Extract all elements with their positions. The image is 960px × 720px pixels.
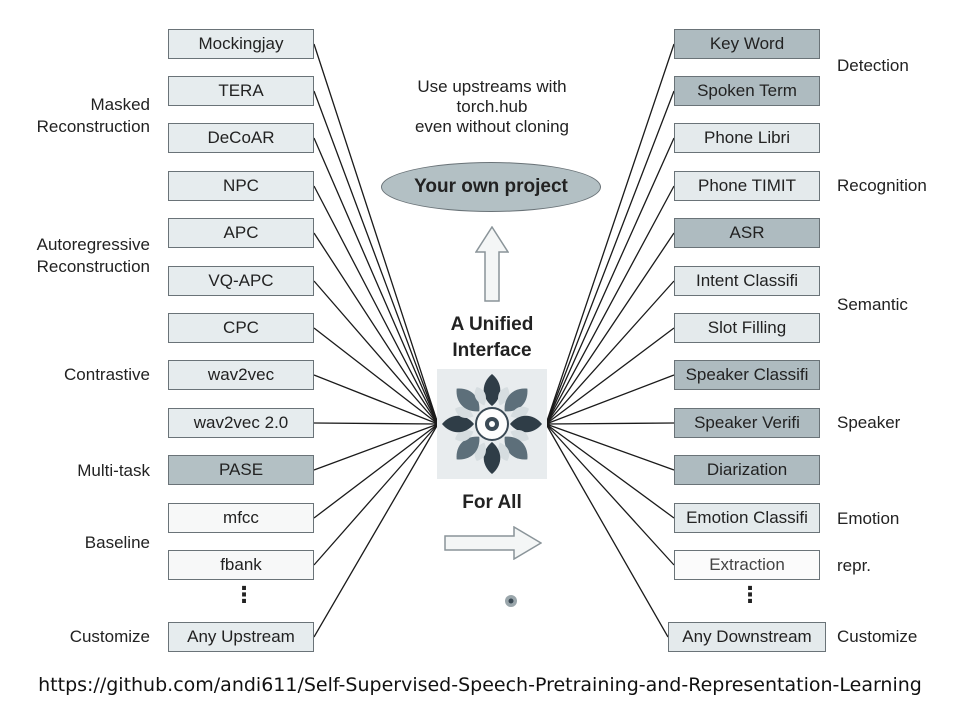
mandala-petal	[504, 388, 528, 412]
upstream-fbank[interactable]: fbank	[168, 550, 314, 580]
downstream-link-10	[545, 423, 675, 519]
upstream-tera[interactable]: TERA	[168, 76, 314, 106]
category-semantic: Semantic	[837, 295, 908, 314]
category-masked-reconstruction: Masked Reconstruction	[36, 95, 150, 136]
torch-hub-note: Use upstreams with torch.hub even withou…	[414, 77, 570, 136]
category-emotion: Emotion	[837, 509, 900, 528]
hub-mandala-icon	[437, 369, 547, 479]
mandala-petal	[483, 442, 501, 474]
upstream-vq-apc[interactable]: VQ-APC	[168, 266, 314, 296]
unified-interface-title: A Unified Interface	[450, 314, 534, 361]
downstream-asr[interactable]: ASR	[674, 218, 820, 248]
footer-repo-url[interactable]: https://github.com/andi611/Self-Supervis…	[38, 674, 922, 696]
downstream-link-8	[545, 422, 675, 425]
mandala-inner-petal	[498, 442, 510, 461]
mandala-inner-petal	[510, 430, 529, 442]
upstream-any[interactable]: Any Upstream	[168, 622, 314, 652]
downstream-diarization[interactable]: Diarization	[674, 455, 820, 485]
arrow-right-icon	[444, 526, 542, 560]
category-autoregressive-reconstruction: Autoregressive Reconstruction	[36, 235, 150, 276]
arrow-up-icon	[475, 226, 509, 302]
upstream-link-8	[313, 422, 439, 425]
mandala-petal	[442, 415, 474, 433]
upstream-link-7	[313, 374, 439, 425]
upstream-link-9	[313, 423, 439, 471]
downstream-intent-classification[interactable]: Intent Classifi	[674, 266, 820, 296]
upstream-apc[interactable]: APC	[168, 218, 314, 248]
upstream-mfcc[interactable]: mfcc	[168, 503, 314, 533]
category-speaker: Speaker	[837, 413, 901, 432]
upstream-decoar[interactable]: DeCoAR	[168, 123, 314, 153]
downstream-speaker-verification[interactable]: Speaker Verifi	[674, 408, 820, 438]
downstream-link-1	[545, 90, 675, 425]
for-all-label: For All	[462, 492, 522, 513]
upstream-link-3	[313, 185, 439, 425]
category-customize-upstream: Customize	[69, 627, 150, 646]
downstream-ellipsis: ⋮	[739, 582, 761, 607]
mandala-inner-petal	[510, 406, 529, 418]
category-repr: repr.	[837, 556, 872, 575]
category-detection: Detection	[837, 56, 909, 75]
mandala-petal	[456, 436, 480, 460]
mandala-petal	[504, 436, 528, 460]
downstream-phone-libri[interactable]: Phone Libri	[674, 123, 820, 153]
upstream-link-11	[313, 423, 439, 566]
mandala-inner-petal	[474, 442, 486, 461]
downstream-slot-filling[interactable]: Slot Filling	[674, 313, 820, 343]
upstream-link-1	[313, 90, 439, 425]
downstream-link-7	[545, 374, 675, 425]
mandala-inner-petal	[455, 430, 474, 442]
downstream-link-9	[545, 423, 675, 471]
downstream-spoken-term[interactable]: Spoken Term	[674, 76, 820, 106]
category-recognition: Recognition	[837, 176, 927, 195]
upstream-wav2vec[interactable]: wav2vec	[168, 360, 314, 390]
upstream-mockingjay[interactable]: Mockingjay	[168, 29, 314, 59]
downstream-link-3	[545, 185, 675, 425]
category-customize-downstream: Customize	[837, 627, 918, 646]
downstream-any[interactable]: Any Downstream	[668, 622, 826, 652]
upstream-link-10	[313, 423, 439, 519]
upstream-wav2vec-2[interactable]: wav2vec 2.0	[168, 408, 314, 438]
mandala-petal	[483, 374, 501, 406]
small-gear-icon	[505, 595, 517, 607]
mandala-inner-petal	[474, 387, 486, 406]
downstream-emotion-classification[interactable]: Emotion Classifi	[674, 503, 820, 533]
mandala-petal	[510, 415, 542, 433]
upstream-pase[interactable]: PASE	[168, 455, 314, 485]
mandala-inner-petal	[498, 387, 510, 406]
category-multi-task: Multi-task	[77, 461, 150, 480]
mandala-petal	[456, 388, 480, 412]
downstream-phone-timit[interactable]: Phone TIMIT	[674, 171, 820, 201]
upstream-link-12	[313, 423, 439, 638]
downstream-link-12	[545, 423, 669, 638]
upstream-ellipsis: ⋮	[233, 582, 255, 607]
downstream-link-11	[545, 423, 675, 566]
upstream-npc[interactable]: NPC	[168, 171, 314, 201]
category-contrastive: Contrastive	[64, 365, 150, 384]
upstream-cpc[interactable]: CPC	[168, 313, 314, 343]
downstream-speaker-classification[interactable]: Speaker Classifi	[674, 360, 820, 390]
your-own-project[interactable]: Your own project	[381, 162, 601, 212]
category-baseline: Baseline	[84, 533, 150, 552]
downstream-extraction[interactable]: Extraction	[674, 550, 820, 580]
mandala-inner-petal	[455, 406, 474, 418]
downstream-key-word[interactable]: Key Word	[674, 29, 820, 59]
